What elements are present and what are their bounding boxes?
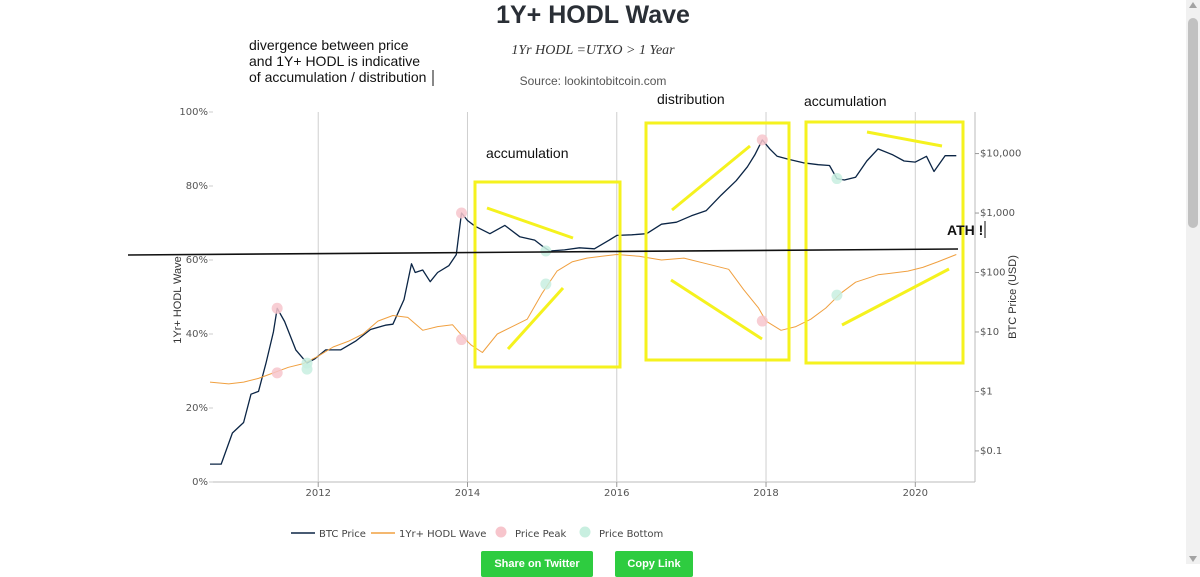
price-bottom-marker-price-2 [831, 173, 843, 185]
ath-level-line [127, 248, 959, 256]
trend-hodl-up-3 [841, 267, 950, 327]
y-axis-left-label: 1Yr+ HODL Wave [172, 256, 184, 344]
trend-price-down-1 [486, 206, 574, 240]
x-tick-label-2018: 2018 [753, 488, 778, 499]
y-right-tick-label-4: $1,000 [980, 208, 1015, 219]
label-distribution-2017: distribution [657, 91, 725, 107]
trend-hodl-up-1 [506, 286, 565, 351]
price-peak-marker-hodl-2 [756, 315, 768, 327]
trend-price-down-3 [866, 130, 943, 148]
label-accumulation-2014: accumulation [486, 145, 569, 161]
price-bottom-marker-price-1 [540, 245, 552, 257]
y-left-tick-label-80: 80% [186, 181, 208, 192]
legend-swatch-price-bottom [579, 526, 591, 538]
legend-label-btc-price: BTC Price [319, 529, 366, 540]
share-twitter-button[interactable]: Share on Twitter [481, 551, 593, 577]
hodl-wave-chart: 1Y+ HODL Wave 1Yr HODL =UTXO > 1 Year So… [127, 1, 1021, 540]
price-peak-marker-price-0 [271, 302, 283, 314]
chart-legend: BTC Price 1Yr+ HODL Wave Price Peak Pric… [291, 526, 663, 540]
x-tick-label-2014: 2014 [455, 488, 480, 499]
price-bottom-marker-hodl-2 [831, 289, 843, 301]
chart-title: 1Y+ HODL Wave [496, 1, 690, 29]
hodl-wave-line [209, 254, 957, 385]
label-accumulation-2019: accumulation [804, 93, 887, 109]
scroll-down-arrow-icon[interactable] [1189, 556, 1197, 562]
trend-hodl-down-2 [670, 278, 763, 341]
y-right-tick-label-5: $10,000 [980, 149, 1021, 160]
price-peak-marker-price-1 [456, 207, 468, 219]
highlight-box-distribution-2017 [644, 121, 791, 362]
btc-price-line [210, 139, 957, 465]
y-right-tick-label-3: $100 [980, 268, 1005, 279]
y-left-tick-label-0: 0% [192, 477, 208, 488]
annotation-note-line-1: divergence between price [249, 37, 409, 53]
scroll-thumb[interactable] [1188, 18, 1198, 228]
annotation-note-line-2: and 1Y+ HODL is indicative [249, 53, 420, 69]
y-left-tick-label-20: 20% [186, 403, 208, 414]
y-right-tick-label-2: $10 [980, 327, 999, 338]
scroll-up-arrow-icon[interactable] [1189, 2, 1197, 8]
y-right-tick-label-0: $0.1 [980, 446, 1002, 457]
annotation-note-line-3: of accumulation / distribution [249, 69, 426, 85]
label-ath: ATH ! [947, 222, 983, 238]
x-tick-label-2020: 2020 [903, 488, 928, 499]
x-tick-label-2012: 2012 [305, 488, 330, 499]
x-tick-label-2016: 2016 [604, 488, 629, 499]
y-left-tick-label-40: 40% [186, 329, 208, 340]
legend-label-hodl: 1Yr+ HODL Wave [399, 529, 486, 540]
trend-price-up-2 [671, 144, 751, 212]
price-bottom-marker-hodl-1 [540, 278, 552, 290]
legend-swatch-price-peak [495, 526, 507, 538]
price-peak-marker-price-2 [756, 134, 768, 146]
y-left-tick-label-100: 100% [179, 107, 208, 118]
y-right-tick-label-1: $1 [980, 386, 993, 397]
page-scrollbar[interactable] [1186, 0, 1200, 564]
legend-label-price-bottom: Price Bottom [599, 529, 663, 540]
price-bottom-marker-hodl-0 [301, 363, 313, 375]
highlight-box-accumulation-2014 [473, 180, 622, 369]
chart-subtitle: 1Yr HODL =UTXO > 1 Year [511, 43, 675, 58]
chart-source: Source: lookintobitcoin.com [520, 74, 667, 88]
y-left-tick-label-60: 60% [186, 255, 208, 266]
copy-link-button[interactable]: Copy Link [615, 551, 693, 577]
price-peak-marker-hodl-1 [456, 334, 468, 346]
legend-label-price-peak: Price Peak [515, 529, 567, 540]
y-axis-right-label: BTC Price (USD) [1007, 255, 1019, 339]
price-peak-marker-hodl-0 [271, 367, 283, 379]
highlight-box-accumulation-2019 [804, 120, 965, 365]
